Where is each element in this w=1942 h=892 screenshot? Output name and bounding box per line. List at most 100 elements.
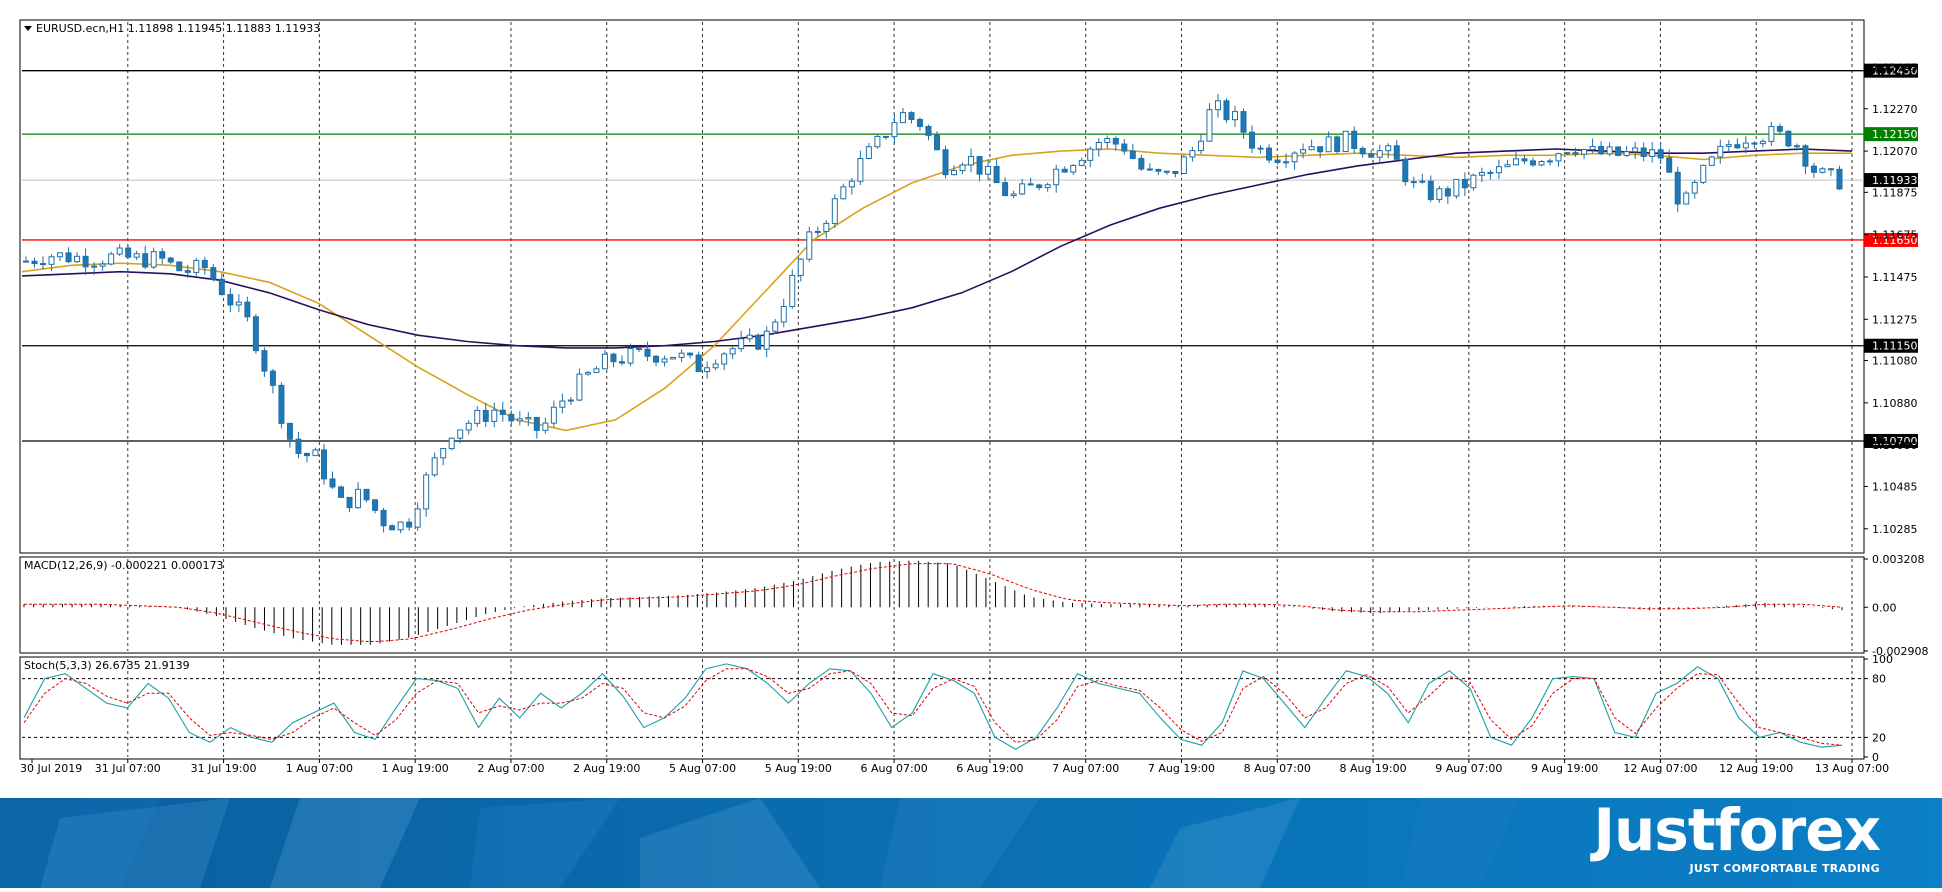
candle-up [465, 422, 472, 431]
level-tag-label: 1.11650 [1872, 234, 1918, 247]
candle-up [525, 416, 532, 420]
candle-down [320, 449, 327, 480]
candle-up [857, 157, 864, 182]
time-tick-label: 5 Aug 19:00 [765, 762, 832, 775]
candle-up [865, 146, 872, 159]
price-header: EURUSD.ecn,H1 1.11898 1.11945 1.11883 1.… [36, 22, 320, 35]
candle-down [908, 112, 915, 121]
candle-up [1104, 137, 1111, 144]
candle-up [1470, 174, 1477, 189]
candle-up [746, 334, 753, 340]
candle-up [567, 399, 574, 402]
stoch-tick-label: 0 [1872, 751, 1879, 764]
candle-up [1453, 178, 1460, 197]
candle-down [159, 251, 166, 259]
time-tick-label: 30 Jul 2019 [20, 762, 82, 775]
candle-down [1172, 170, 1179, 174]
stoch-tick-label: 80 [1872, 673, 1886, 686]
candle-up [1325, 136, 1332, 153]
candle-down [31, 260, 38, 265]
candle-down [993, 165, 1000, 184]
candle-down [934, 134, 940, 151]
price-tick-label: 1.11875 [1872, 186, 1918, 199]
macd-tick-label: 0.003208 [1872, 553, 1925, 566]
candle-up [1197, 140, 1204, 152]
candle-up [1095, 142, 1102, 150]
candle-up [1291, 152, 1298, 163]
candle-down [1802, 145, 1809, 167]
candle-down [1674, 171, 1681, 205]
candle-up [1436, 188, 1443, 201]
candle-down [303, 452, 310, 457]
candle-up [823, 222, 830, 232]
candle-down [184, 270, 191, 273]
stoch-header: Stoch(5,3,3) 26.6735 21.9139 [24, 659, 190, 672]
time-tick-label: 7 Aug 07:00 [1052, 762, 1119, 775]
candle-down [942, 149, 949, 176]
candle-up [1300, 149, 1307, 154]
candle-down [1427, 180, 1434, 201]
candle-down [695, 354, 702, 373]
candle-up [1606, 146, 1613, 155]
candle-up [1700, 164, 1707, 183]
symbol-dropdown-icon[interactable] [24, 26, 32, 31]
candle-down [1027, 183, 1034, 186]
level-tag [1864, 232, 1918, 247]
candle-down [244, 301, 251, 318]
candle-down [142, 253, 149, 268]
candle-up [772, 321, 779, 332]
candle-up [1717, 145, 1724, 158]
candle-down [1266, 147, 1273, 161]
candle-up [355, 488, 362, 509]
candle-up [150, 251, 157, 268]
time-tick-label: 6 Aug 07:00 [861, 762, 928, 775]
price-tick-label: 1.11080 [1872, 355, 1918, 368]
time-tick-label: 13 Aug 07:00 [1815, 762, 1889, 775]
candle-up [99, 263, 106, 267]
candle-down [508, 413, 515, 422]
candle-down [610, 353, 617, 363]
candle-up [738, 338, 745, 350]
candle-down [925, 125, 932, 136]
candle-down [1785, 130, 1792, 147]
price-tick-label: 1.12070 [1872, 145, 1918, 158]
candle-up [1581, 149, 1588, 155]
candle-down [1112, 137, 1119, 145]
candle-down [23, 260, 29, 263]
candle-down [389, 525, 396, 531]
candle-up [1683, 192, 1690, 205]
candle-down [1598, 145, 1605, 155]
candle-up [1538, 161, 1545, 166]
candle-down [1351, 130, 1358, 149]
candle-up [848, 180, 855, 188]
candle-down [1036, 184, 1043, 189]
time-tick-label: 7 Aug 19:00 [1148, 762, 1215, 775]
horizontal-levels: 1.12450 1.12150 1.11650 1.11150 1.10700 1.119… [22, 63, 1918, 448]
candle-up [440, 448, 447, 459]
candle-up [899, 112, 906, 124]
price-tick-label: 1.10485 [1872, 480, 1918, 493]
candle-up [74, 255, 81, 263]
candle-down [533, 416, 540, 431]
candle-up [840, 186, 847, 200]
candle-up [1189, 150, 1196, 158]
candle-up [431, 457, 438, 476]
time-tick-label: 31 Jul 19:00 [191, 762, 257, 775]
candle-up [627, 348, 634, 364]
candle-down [1240, 111, 1247, 133]
macd-indicator: 0.003208 0.00 -0.002908 [23, 553, 1928, 658]
candle-up [678, 352, 685, 358]
price-tick-label: 1.12465 [1872, 61, 1918, 74]
candle-up [1078, 159, 1085, 166]
candle-down [1121, 143, 1128, 152]
candle-down [167, 257, 174, 263]
candle-up [1044, 184, 1051, 189]
candle-up [780, 306, 787, 323]
candle-down [1487, 171, 1494, 174]
candle-up [108, 253, 115, 265]
current-price-tag [1864, 173, 1918, 188]
candle-up [48, 256, 55, 265]
candle-up [414, 508, 421, 528]
candle-up [959, 164, 966, 172]
